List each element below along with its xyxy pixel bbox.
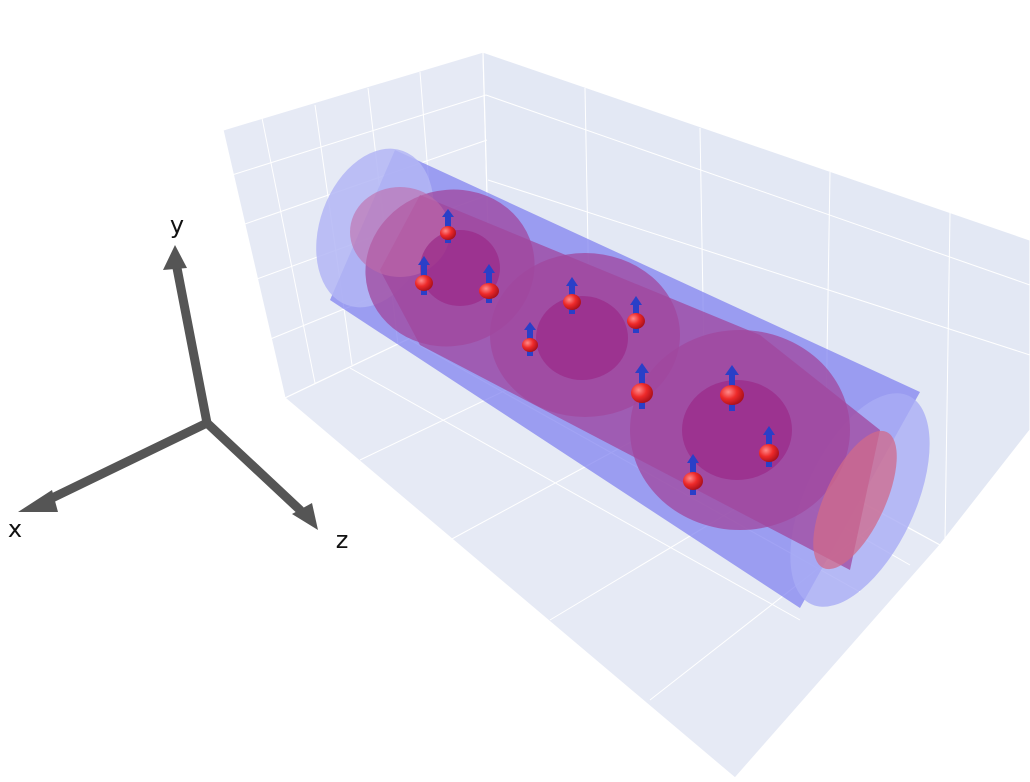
x-axis-arrow (48, 423, 207, 500)
y-axis-arrow (177, 268, 207, 423)
z-axis-arrow (207, 423, 300, 510)
page: y x z (() => { const data = JSON.parse(d… (0, 0, 1030, 778)
z-axis-label: z (336, 526, 349, 554)
y-axis-label: y (170, 211, 184, 239)
x-axis-label: x (8, 515, 22, 543)
scene: y x z (0, 0, 1030, 778)
